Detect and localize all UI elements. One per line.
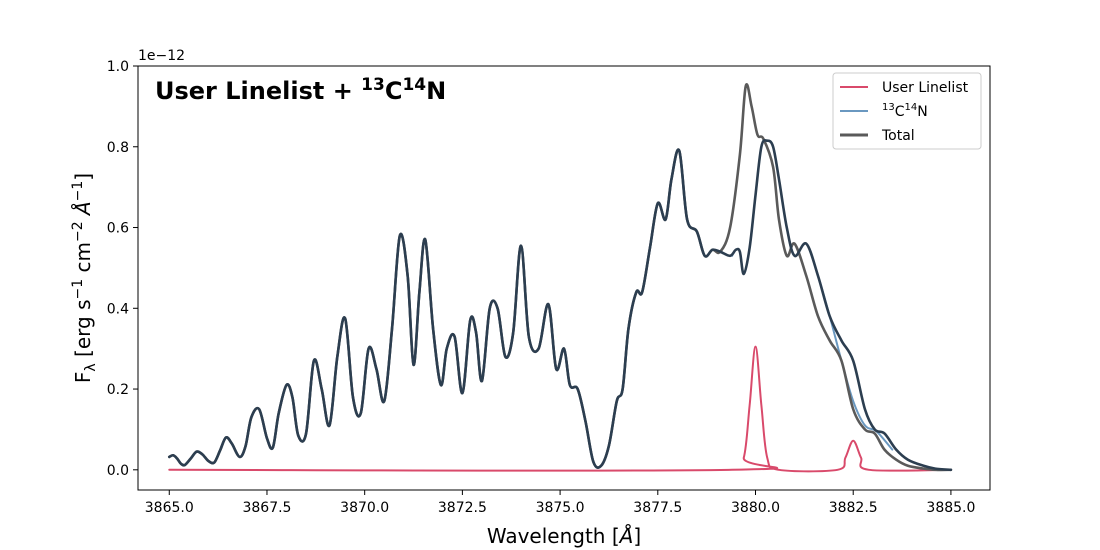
ylabel-end: ] <box>71 173 95 181</box>
x-axis: 3865.0 3867.5 3870.0 3872.5 3875.0 3877.5 3880… <box>145 490 975 516</box>
legend-end: N <box>917 104 927 120</box>
legend-label-total: Total <box>881 128 915 144</box>
xlabel-end: ] <box>633 524 641 548</box>
x-tick-label: 3885.0 <box>926 500 975 516</box>
x-tick-label: 3865.0 <box>145 500 194 516</box>
xlabel-main: Wavelength [ <box>487 524 620 548</box>
ylabel-e2: −2 <box>70 221 86 242</box>
x-tick-label: 3872.5 <box>438 500 487 516</box>
x-axis-title: Wavelength [Å] <box>487 524 641 548</box>
y-tick-label: 0.2 <box>107 382 129 398</box>
legend: User Linelist 13C14N Total <box>832 72 982 150</box>
xlabel-unit: Å <box>618 524 634 548</box>
ylabel-e3: −1 <box>70 181 86 202</box>
x-tick-label: 3882.5 <box>829 500 878 516</box>
x-tick-label: 3877.5 <box>633 500 682 516</box>
chart-title: User Linelist + 13C14N <box>155 75 446 105</box>
y-axis: 0.0 0.2 0.4 0.6 0.8 1.0 <box>107 59 138 479</box>
x-tick-label: 3875.0 <box>536 500 585 516</box>
legend-label-user-linelist: User Linelist <box>882 80 969 96</box>
title-suffix: N <box>426 77 446 105</box>
ylabel-rest: [erg s <box>71 300 95 364</box>
ylabel-cm: cm <box>71 242 95 279</box>
ylabel-e1: −1 <box>70 279 86 300</box>
series-line-overlay <box>167 138 953 472</box>
legend-mid: C <box>895 104 905 120</box>
legend-sup1: 13 <box>882 102 895 113</box>
plot-area <box>167 83 953 473</box>
y-tick-label: 0.6 <box>107 221 129 237</box>
ylabel-main: F <box>71 372 95 384</box>
legend-label-13c14n: 13C14N <box>882 102 928 120</box>
y-tick-label: 0.4 <box>107 301 129 317</box>
title-sup1: 13 <box>361 75 385 95</box>
x-tick-label: 3867.5 <box>242 500 291 516</box>
title-sup2: 14 <box>402 75 426 95</box>
title-prefix: User Linelist + <box>155 77 361 105</box>
x-tick-label: 3880.0 <box>731 500 780 516</box>
legend-box <box>832 72 982 150</box>
x-tick-label: 3870.0 <box>340 500 389 516</box>
y-offset-text: 1e−12 <box>138 48 185 64</box>
legend-sup2: 14 <box>905 102 918 113</box>
ylabel-A: Å <box>71 201 95 221</box>
y-tick-label: 1.0 <box>107 59 129 75</box>
y-axis-title: Fλ [erg s−1 cm−2 Å−1] <box>70 173 99 383</box>
title-mid: C <box>385 77 403 105</box>
axes-frame <box>137 65 991 491</box>
ylabel-sub: λ <box>83 363 99 371</box>
y-tick-label: 0.8 <box>107 140 129 156</box>
series-line-user-linelist <box>168 345 952 473</box>
y-tick-label: 0.0 <box>107 463 129 479</box>
